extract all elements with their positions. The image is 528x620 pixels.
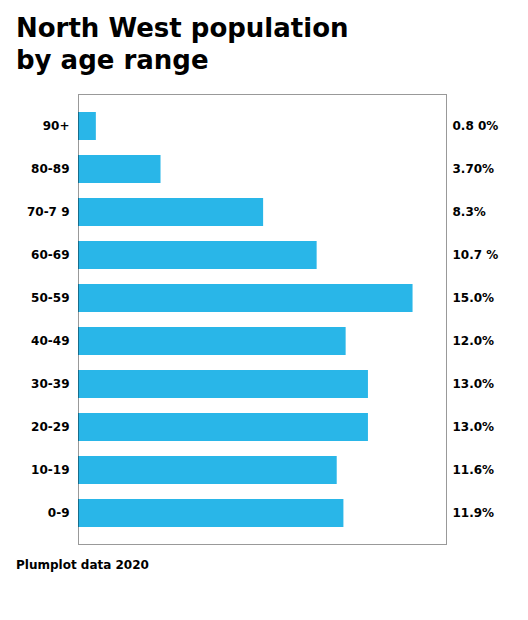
- svg-text:13.0%: 13.0%: [453, 420, 495, 434]
- svg-text:60-69: 60-69: [31, 248, 69, 262]
- svg-text:12.0%: 12.0%: [453, 334, 495, 348]
- svg-text:40-49: 40-49: [31, 334, 69, 348]
- svg-text:11.9%: 11.9%: [453, 506, 495, 520]
- html-text:Plumplot data 2020: Plumplot data 2020: [16, 558, 149, 572]
- svg-text:10-19: 10-19: [31, 463, 69, 477]
- svg-text:0.8 0%: 0.8 0%: [453, 119, 499, 133]
- svg-text:8.3%: 8.3%: [453, 205, 486, 219]
- svg-text:13.0%: 13.0%: [453, 377, 495, 391]
- svg-text:90+: 90+: [43, 119, 70, 133]
- svg-text:70-7 9: 70-7 9: [27, 205, 70, 219]
- svg-text:15.0%: 15.0%: [453, 291, 495, 305]
- svg-text:80-89: 80-89: [31, 162, 69, 176]
- svg-text:3.70%: 3.70%: [453, 162, 495, 176]
- html-text:North West population: North West population: [16, 13, 349, 43]
- svg-text:11.6%: 11.6%: [453, 463, 495, 477]
- html-text:by age range: by age range: [16, 45, 209, 75]
- svg-text:50-59: 50-59: [31, 291, 69, 305]
- svg-text:0-9: 0-9: [48, 506, 70, 520]
- svg-text:20-29: 20-29: [31, 420, 69, 434]
- svg-text:30-39: 30-39: [31, 377, 69, 391]
- svg-text:10.7 %: 10.7 %: [453, 248, 499, 262]
